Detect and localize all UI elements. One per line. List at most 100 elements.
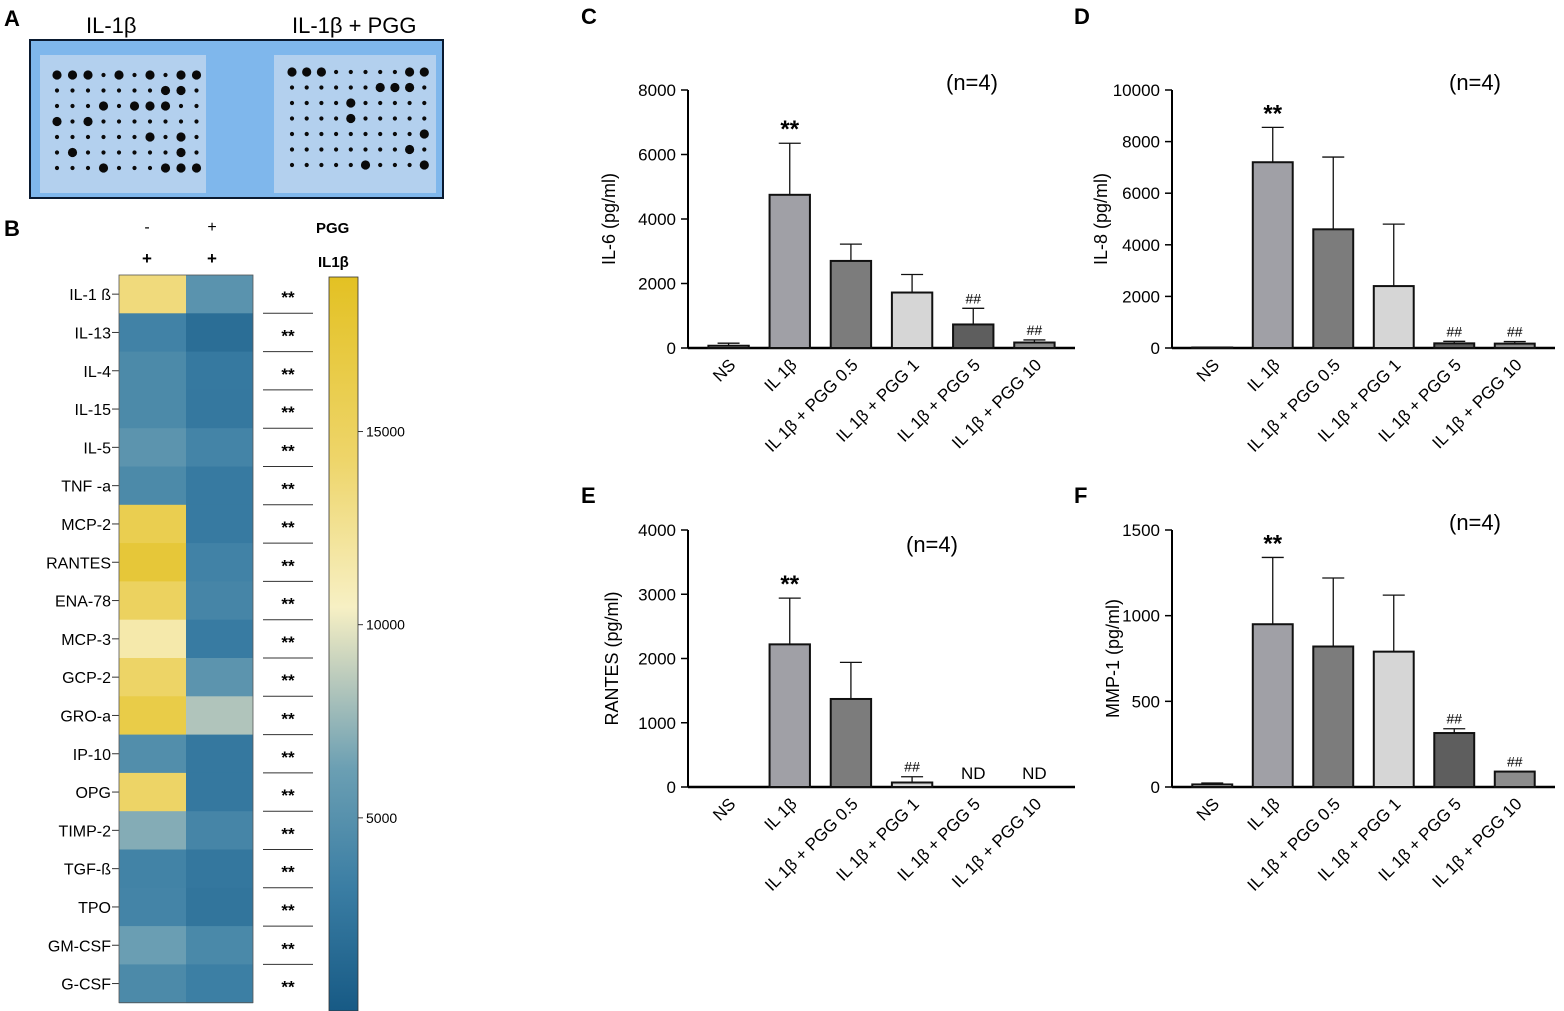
blot-dot (378, 69, 383, 75)
hash-significance-mark: ## (1507, 754, 1523, 770)
significance-mark: ** (281, 288, 295, 307)
heatmap-cell (186, 811, 253, 850)
blot-label-il1b: IL-1β (86, 13, 137, 38)
blot-dot (346, 98, 356, 108)
blot-dot (147, 165, 153, 171)
blot-dot (319, 162, 324, 168)
heatmap-row-label: TPO (78, 900, 111, 917)
panel-e: E 0 1000 2000 3000 4000 RANTES (pg/ml) (n=4) NS… (581, 483, 1075, 895)
blot-dot (304, 116, 309, 121)
heatmap-cell (119, 581, 186, 621)
blot-dot (378, 100, 383, 106)
y-tick-label: 0 (667, 339, 676, 358)
blot-dot (52, 116, 62, 127)
heatmap-cell (186, 504, 253, 544)
blot-dot (101, 88, 106, 93)
blot-dot (287, 67, 297, 77)
x-tick-label: IL 1β (1244, 355, 1284, 395)
bar (1013, 341, 1056, 349)
heatmap-row-label: IL-15 (75, 402, 112, 419)
bar (829, 259, 873, 349)
panel-b: B - + PGG + + IL1β IL-1 ß ** IL-13 ** IL-4 **… (4, 216, 405, 1011)
blot-dot (289, 85, 295, 90)
blot-dot (85, 165, 91, 171)
heatmap-row-label: GRO-a (60, 708, 111, 725)
blot-dot (405, 67, 415, 77)
blot-dot (132, 72, 137, 78)
blot-dot (101, 134, 106, 140)
blot-dot (129, 101, 140, 111)
colorbar-tick-label: 15000 (366, 424, 405, 440)
header-pgg-minus: - (144, 219, 149, 236)
significance-mark: ** (780, 571, 799, 598)
blot-dot (54, 103, 60, 109)
heatmap-cell (119, 351, 186, 391)
blot-dot (54, 134, 60, 140)
y-tick-label: 4000 (1122, 236, 1160, 255)
blot-dot (85, 88, 91, 93)
blot-dot (70, 134, 75, 140)
heatmap-row-label: IP-10 (73, 747, 111, 764)
heatmap-row-label: GCP-2 (62, 670, 111, 687)
heatmap-row-label: IL-4 (83, 364, 111, 381)
blot-dot (407, 116, 412, 121)
x-tick-label: NS (1193, 355, 1223, 385)
blot-dot (176, 132, 186, 142)
blot-dot (52, 70, 62, 80)
significance-mark: ** (281, 403, 295, 422)
blot-dot (85, 103, 91, 109)
hash-significance-mark: ## (965, 290, 981, 306)
blot-dot (132, 165, 137, 171)
blot-dot (289, 147, 295, 152)
blot-dot (85, 134, 91, 140)
blot-dot (392, 162, 397, 168)
blot-dot (319, 85, 324, 90)
blot-dot (304, 162, 309, 168)
blot-dot (145, 132, 155, 142)
blot-dot (390, 82, 400, 93)
n-annotation: (n=4) (906, 532, 958, 557)
hash-significance-mark: ## (1446, 711, 1462, 727)
x-tick-label: IL 1β (1244, 794, 1284, 834)
y-axis-label: IL-6 (pg/ml) (599, 173, 619, 265)
header-pgg-plus: + (207, 219, 216, 236)
significance-mark: ** (281, 824, 295, 843)
blot-dot (132, 119, 137, 124)
heatmap-row-label: IL-1 ß (69, 287, 111, 304)
blot-dot (419, 67, 429, 77)
blot-dot (98, 163, 109, 173)
bar (707, 344, 750, 349)
blot-dot (163, 72, 168, 78)
panel-a: A IL-1β IL-1β + PGG (4, 6, 444, 199)
blot-dot (178, 103, 184, 109)
heatmap-cell (186, 849, 253, 889)
not-detected-label: ND (1022, 764, 1047, 783)
blot-dot (85, 150, 91, 155)
panel-d-letter: D (1074, 4, 1090, 29)
y-tick-label: 1500 (1122, 521, 1160, 540)
panel-d: D 0 2000 4000 6000 8000 10000 IL-8 (pg/ml) (n=4… (1074, 4, 1555, 456)
blot-dot (101, 119, 106, 124)
blot-dot (363, 85, 368, 90)
blot-dot (392, 69, 397, 75)
heatmap-row-label: TNF -a (61, 479, 111, 496)
blot-dot (289, 100, 295, 106)
y-tick-label: 6000 (1122, 184, 1160, 203)
x-tick-label: NS (709, 794, 739, 824)
blot-dot (348, 85, 353, 90)
blot-dot (116, 134, 122, 140)
heatmap-row-label: GM-CSF (48, 938, 111, 955)
heatmap-row-label: ENA-78 (55, 594, 111, 611)
significance-mark: ** (281, 633, 295, 652)
significance-mark: ** (281, 671, 295, 690)
hash-significance-mark: ## (1446, 323, 1462, 339)
y-tick-label: 0 (1151, 339, 1160, 358)
significance-mark: ** (281, 556, 295, 575)
significance-mark: ** (281, 518, 295, 537)
blot-dot (316, 67, 326, 77)
heatmap-cell (186, 734, 253, 774)
bar (1493, 342, 1536, 350)
blot-dot (348, 162, 353, 168)
heatmap-cell (119, 466, 186, 506)
bar (1372, 285, 1415, 349)
